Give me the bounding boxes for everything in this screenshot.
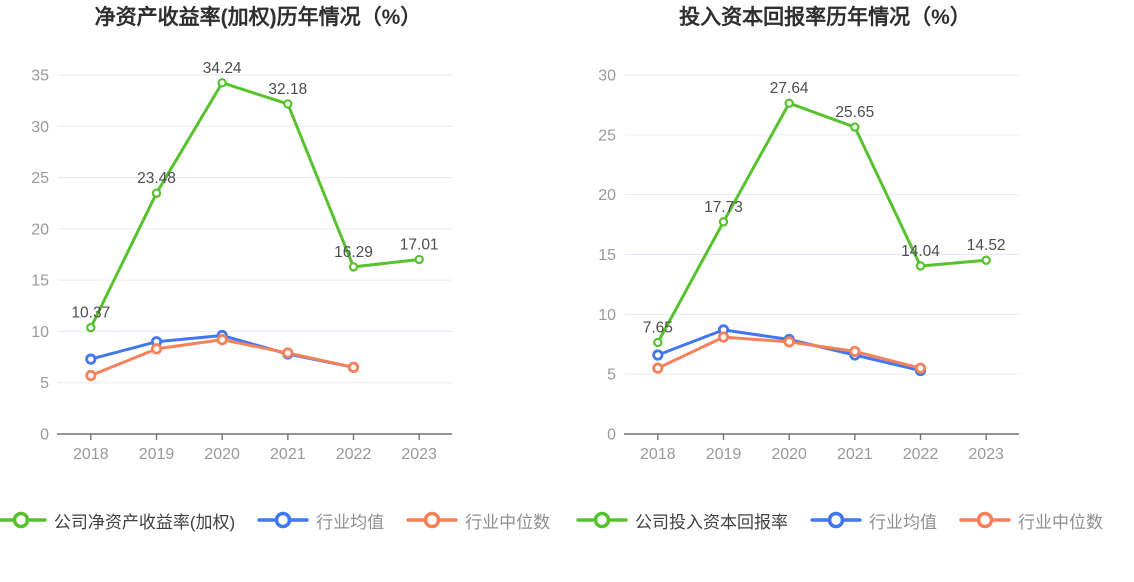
data-point[interactable] xyxy=(283,99,293,109)
data-label: 34.24 xyxy=(203,60,242,77)
y-axis-tick-label: 0 xyxy=(607,427,616,444)
data-point[interactable] xyxy=(850,122,860,132)
data-point[interactable] xyxy=(718,217,729,227)
data-label: 7.65 xyxy=(643,319,673,336)
legend-item-company[interactable]: 公司净资产收益率(加权) xyxy=(0,508,235,533)
legend-label: 行业均值 xyxy=(316,512,385,532)
x-axis-tick-label: 2020 xyxy=(204,446,240,463)
y-axis-tick-label: 5 xyxy=(607,367,616,384)
y-axis-tick-label: 0 xyxy=(40,427,49,444)
data-label: 14.52 xyxy=(967,237,1006,254)
y-axis-tick-label: 20 xyxy=(598,187,616,204)
data-point[interactable] xyxy=(85,369,97,382)
data-point[interactable] xyxy=(150,343,163,355)
data-label: 14.04 xyxy=(901,243,940,260)
legend-line-marker-icon xyxy=(959,511,1011,529)
data-point[interactable] xyxy=(414,254,424,265)
data-point[interactable] xyxy=(653,337,663,348)
legend-label: 行业中位数 xyxy=(1018,512,1103,532)
data-label: 17.01 xyxy=(400,237,439,254)
chart-title-roe: 净资产收益率(加权)历年情况（%） xyxy=(94,6,422,29)
legend-roic: 公司投入资本回报率 行业均值 行业中位数 xyxy=(567,504,1112,536)
data-label: 25.65 xyxy=(835,104,874,121)
x-axis-tick-label: 2021 xyxy=(837,446,873,463)
x-axis-tick-label: 2019 xyxy=(706,446,742,463)
y-axis-tick-label: 20 xyxy=(31,221,49,238)
data-point[interactable] xyxy=(914,362,927,374)
y-axis-tick-label: 15 xyxy=(31,273,49,290)
series-line-company xyxy=(89,81,421,330)
x-axis-tick-label: 2023 xyxy=(968,446,1004,463)
x-axis-tick-label: 2021 xyxy=(270,446,306,463)
x-axis-tick-label: 2018 xyxy=(73,446,109,463)
data-point[interactable] xyxy=(981,255,991,265)
legend-line-marker-icon xyxy=(0,511,47,529)
data-point[interactable] xyxy=(85,353,97,365)
data-point[interactable] xyxy=(151,188,162,198)
data-label: 32.18 xyxy=(268,81,307,98)
x-axis-tick-label: 2022 xyxy=(336,446,372,463)
chart-title-roic: 投入资本回报率历年情况（%） xyxy=(679,6,971,29)
data-point[interactable] xyxy=(784,98,794,108)
data-point[interactable] xyxy=(86,322,96,333)
data-point[interactable] xyxy=(717,331,730,343)
x-axis-tick-label: 2022 xyxy=(903,446,939,463)
legend-line-marker-icon xyxy=(406,511,458,529)
y-axis-tick-label: 15 xyxy=(598,247,616,264)
data-label: 16.29 xyxy=(334,244,373,261)
y-axis-tick-label: 35 xyxy=(31,68,49,85)
legend-item-industry-mean[interactable]: 行业均值 xyxy=(810,508,937,533)
data-point[interactable] xyxy=(783,336,795,348)
data-label: 10.37 xyxy=(71,305,110,322)
y-axis-tick-label: 25 xyxy=(31,170,49,187)
y-axis-tick-label: 5 xyxy=(40,375,49,392)
chart-panel-roic: 投入资本回报率历年情况（%） 0 5 10 15 20 25 30 2018 2019 2020 2… xyxy=(567,0,1134,582)
series-line-company xyxy=(656,101,988,344)
legend-item-industry-median[interactable]: 行业中位数 xyxy=(406,508,550,533)
legend-line-marker-icon xyxy=(257,511,309,529)
line-chart-roe: 0 5 10 15 20 25 30 35 2018 2019 2020 2021 2022 2023 10… xyxy=(31,60,452,463)
data-point[interactable] xyxy=(652,362,664,374)
data-label: 17.73 xyxy=(704,199,743,216)
legend-item-industry-median[interactable]: 行业中位数 xyxy=(959,508,1103,533)
legend-label: 公司净资产收益率(加权) xyxy=(53,512,236,532)
data-label: 27.64 xyxy=(770,80,809,97)
legend-item-company[interactable]: 公司投入资本回报率 xyxy=(576,508,788,533)
legend-line-marker-icon xyxy=(576,511,628,529)
legend-roe: 公司净资产收益率(加权) 行业均值 行业中位数 xyxy=(0,504,550,536)
legend-label: 行业均值 xyxy=(869,512,937,532)
x-axis-tick-label: 2018 xyxy=(640,446,676,463)
data-point[interactable] xyxy=(849,345,861,358)
line-chart-roic: 0 5 10 15 20 25 30 2018 2019 2020 2021 2022 2023 7.65… xyxy=(598,68,1019,463)
y-axis-tick-label: 30 xyxy=(598,68,616,85)
y-axis-tick-label: 10 xyxy=(598,307,616,324)
data-label: 23.48 xyxy=(137,170,176,187)
x-axis-tick-label: 2020 xyxy=(771,446,807,463)
legend-item-industry-mean[interactable]: 行业均值 xyxy=(257,508,384,533)
data-point[interactable] xyxy=(652,349,664,361)
x-axis-tick-label: 2023 xyxy=(401,446,437,463)
legend-label: 行业中位数 xyxy=(465,512,551,532)
legend-line-marker-icon xyxy=(810,511,862,529)
data-point[interactable] xyxy=(216,334,228,346)
y-axis-tick-label: 30 xyxy=(31,119,49,136)
chart-panel-roe: 净资产收益率(加权)历年情况（%） 0 5 10 15 20 25 30 35 2018 2019… xyxy=(0,6,551,536)
data-point[interactable] xyxy=(217,78,227,88)
y-axis-tick-label: 25 xyxy=(598,127,616,144)
data-point[interactable] xyxy=(282,347,294,359)
legend-label: 公司投入资本回报率 xyxy=(635,512,788,532)
data-point[interactable] xyxy=(348,262,359,272)
data-point[interactable] xyxy=(915,261,926,271)
y-axis-tick-label: 10 xyxy=(31,324,49,341)
x-axis-tick-label: 2019 xyxy=(139,446,175,463)
data-point[interactable] xyxy=(347,361,360,373)
